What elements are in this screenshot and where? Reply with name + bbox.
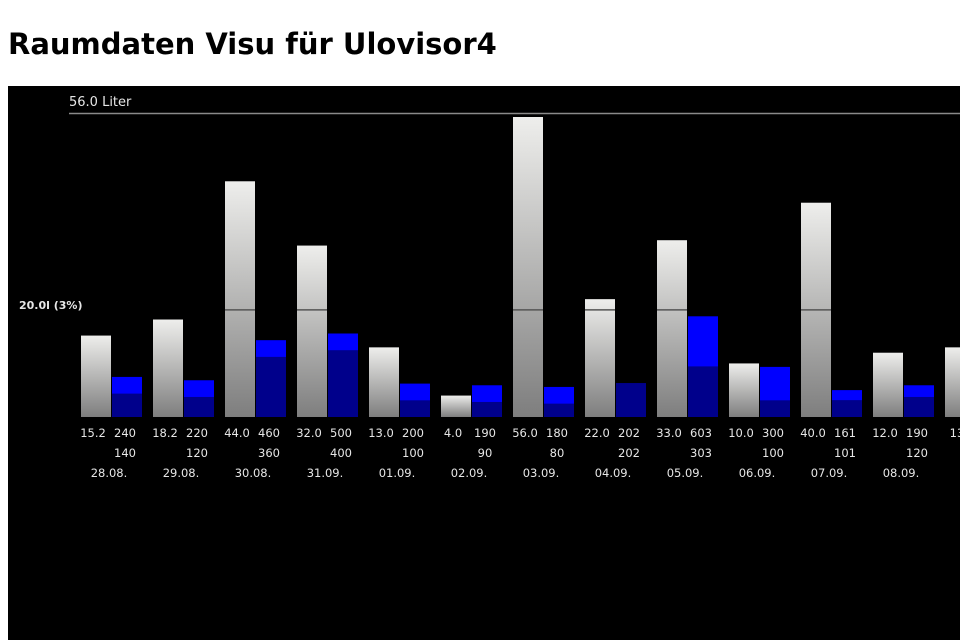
gray-bar	[225, 181, 255, 417]
blue-dark-value-label: 80	[550, 446, 565, 460]
blue-bar-dark	[184, 396, 214, 417]
date-label: 07.09.	[811, 466, 848, 480]
gray-value-label: 56.0	[512, 426, 538, 440]
date-label: 06.09.	[739, 466, 776, 480]
gray-bar	[81, 335, 111, 417]
gray-value-label: 15.2	[80, 426, 106, 440]
gray-bar	[153, 319, 183, 417]
blue-bar-dark	[904, 396, 934, 417]
blue-dark-value-label: 101	[834, 446, 856, 460]
blue-value-label: 603	[690, 426, 712, 440]
gray-bar	[513, 117, 543, 417]
gray-bar	[873, 352, 903, 417]
labels-group: 15.2 240 140 28.08. 18.2 220 120 29.08. 44.0 460 3…	[80, 426, 960, 480]
blue-value-label: 161	[834, 426, 856, 440]
gray-bar	[585, 299, 615, 417]
blue-bar-dark	[688, 366, 718, 417]
blue-bar-dark	[112, 393, 142, 417]
blue-bar-dark	[616, 383, 646, 417]
gray-value-label: 4.0	[444, 426, 462, 440]
date-label: 05.09.	[667, 466, 704, 480]
blue-bar-dark	[472, 401, 502, 417]
date-label: 01.09.	[379, 466, 416, 480]
bar-chart: 56.0 Liter 20.0l (3%) 15.2 240 140 28.08. 18…	[19, 95, 960, 480]
blue-dark-value-label: 360	[258, 446, 280, 460]
blue-dark-value-label: 400	[330, 446, 352, 460]
blue-value-label: 500	[330, 426, 352, 440]
gray-bar	[297, 245, 327, 417]
blue-value-label: 202	[618, 426, 640, 440]
date-label: 03.09.	[523, 466, 560, 480]
gray-bar	[657, 240, 687, 417]
blue-dark-value-label: 140	[114, 446, 136, 460]
blue-value-label: 200	[402, 426, 424, 440]
blue-dark-value-label: 100	[402, 446, 424, 460]
blue-dark-value-label: 120	[186, 446, 208, 460]
blue-value-label: 460	[258, 426, 280, 440]
blue-dark-value-label: 303	[690, 446, 712, 460]
bars-group	[81, 117, 960, 417]
gray-value-label: 22.0	[584, 426, 610, 440]
gray-value-label: 33.0	[656, 426, 682, 440]
blue-bar-dark	[328, 350, 358, 417]
gray-bar	[441, 395, 471, 417]
gray-value-label: 44.0	[224, 426, 250, 440]
blue-bar-dark	[256, 356, 286, 417]
blue-dark-value-label: 100	[762, 446, 784, 460]
gray-value-label: 10.0	[728, 426, 754, 440]
gray-value-label: 32.0	[296, 426, 322, 440]
gray-bar	[945, 347, 960, 417]
blue-value-label: 180	[546, 426, 568, 440]
date-label: 31.09.	[307, 466, 344, 480]
blue-value-label: 220	[186, 426, 208, 440]
gray-value-label: 18.2	[152, 426, 178, 440]
date-label: 28.08.	[91, 466, 128, 480]
blue-dark-value-label: 120	[906, 446, 928, 460]
blue-value-label: 240	[114, 426, 136, 440]
page-title: Raumdaten Visu für Ulovisor4	[8, 27, 497, 61]
blue-dark-value-label: 202	[618, 446, 640, 460]
date-label: 04.09.	[595, 466, 632, 480]
blue-bar-dark	[760, 400, 790, 417]
reference-label: 20.0l (3%)	[19, 299, 82, 312]
gray-value-label: 13	[950, 426, 960, 440]
blue-value-label: 190	[474, 426, 496, 440]
blue-value-label: 300	[762, 426, 784, 440]
gray-value-label: 13.0	[368, 426, 394, 440]
date-label: 08.09.	[883, 466, 920, 480]
gray-bar	[729, 363, 759, 417]
gray-value-label: 40.0	[800, 426, 826, 440]
gray-bar	[369, 347, 399, 417]
blue-bar-dark	[832, 400, 862, 417]
chart-panel: 56.0 Liter 20.0l (3%) 15.2 240 140 28.08. 18…	[8, 86, 960, 640]
blue-value-label: 190	[906, 426, 928, 440]
blue-dark-value-label: 90	[478, 446, 493, 460]
date-label: 02.09.	[451, 466, 488, 480]
date-label: 29.08.	[163, 466, 200, 480]
max-label: 56.0 Liter	[69, 95, 132, 110]
blue-bar-dark	[544, 403, 574, 417]
date-label: 30.08.	[235, 466, 272, 480]
blue-bar-dark	[400, 400, 430, 417]
gray-value-label: 12.0	[872, 426, 898, 440]
